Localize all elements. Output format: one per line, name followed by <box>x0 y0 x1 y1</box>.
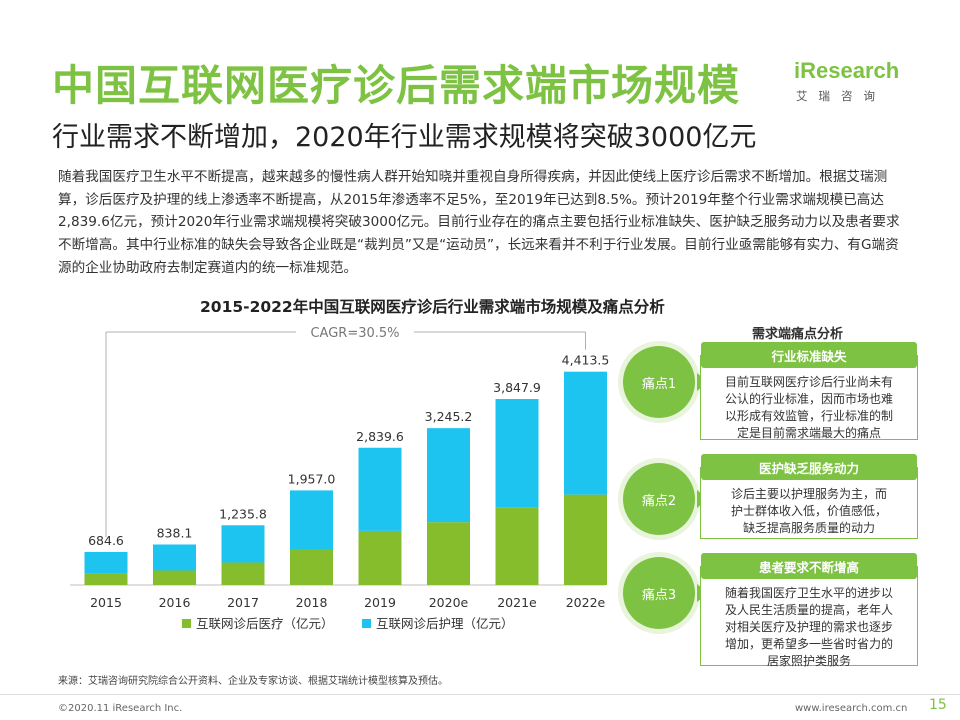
pain-point-1-bubble: 痛点1 <box>623 346 695 418</box>
bar-segment-nursing <box>221 525 265 563</box>
pain-point-1-bubble-label: 痛点1 <box>641 376 677 392</box>
x-tick-label: 2022e <box>566 595 606 610</box>
x-tick-label: 2021e <box>497 595 537 610</box>
bar-total-label: 3,847.9 <box>493 380 541 395</box>
pain-point-2-line: 缺乏提高服务质量的动力 <box>742 521 875 535</box>
pain-point-3-line: 随着我国医疗卫生水平的进步以 <box>724 586 893 600</box>
pain-point-3-bubble: 痛点3 <box>623 557 695 629</box>
bar-segment-medical <box>290 549 333 585</box>
pain-point-2-line: 诊后主要以护理服务为主，而 <box>730 487 887 501</box>
pain-point-2-line: 护士群体收入低，价值感低， <box>730 504 887 518</box>
bar-total-label: 3,245.2 <box>425 409 473 424</box>
bar-segment-nursing <box>564 371 607 495</box>
bar-segment-medical <box>427 522 470 585</box>
page-number: 15 <box>929 697 947 713</box>
bar-segment-medical <box>153 570 196 585</box>
bar-segment-medical <box>221 562 265 585</box>
pain-point-3-line: 居家照护类服务 <box>766 654 851 668</box>
pain-point-2-title: 医护缺乏服务动力 <box>701 454 917 480</box>
bar-segment-medical <box>564 494 607 585</box>
x-tick-label: 2015 <box>90 595 122 610</box>
x-tick-label: 2016 <box>159 595 191 610</box>
bar-segment-nursing <box>495 399 539 508</box>
pain-point-3-title: 患者要求不断增高 <box>701 553 917 579</box>
legend-label-medical: 互联网诊后医疗（亿元） <box>196 616 334 631</box>
page-subtitle: 行业需求不断增加，2020年行业需求规模将突破3000亿元 <box>52 122 757 153</box>
copyright-text: ©2020.11 iResearch Inc. <box>58 703 183 714</box>
bars-layer <box>70 371 607 586</box>
logo-wordmark: iResearch <box>794 58 900 83</box>
pain-point-1-line: 目前互联网医疗诊后行业尚未有 <box>724 375 893 389</box>
pain-point-1-line: 以形成有效监管，行业标准的制 <box>724 409 893 423</box>
bar-segment-nursing <box>358 447 402 531</box>
x-tick-label: 2017 <box>227 595 259 610</box>
pain-point-3-card: 患者要求不断增高 随着我国医疗卫生水平的进步以 及人民生活质量的提高，老年人 对… <box>700 553 918 668</box>
chart-legend: 互联网诊后医疗（亿元） 互联网诊后护理（亿元） <box>182 616 514 631</box>
pain-point-header: 需求端痛点分析 <box>752 327 844 342</box>
bar-segment-medical <box>84 573 128 585</box>
bar-total-label: 4,413.5 <box>562 353 610 368</box>
pain-point-3-line: 增加，更希望多一些省时省力的 <box>724 637 893 651</box>
bar-total-label: 1,957.0 <box>288 471 336 486</box>
bar-segment-nursing <box>84 551 128 574</box>
pain-point-2-bubble: 痛点2 <box>623 463 695 535</box>
pain-point-2-body: 诊后主要以护理服务为主，而 护士群体收入低，价值感低， 缺乏提高服务质量的动力 <box>701 486 917 537</box>
legend-swatch-nursing <box>362 619 371 628</box>
bar-segment-nursing <box>290 490 333 550</box>
intro-paragraph: 随着我国医疗卫生水平不断提高，越来越多的慢性病人群开始知晓并重视自身所得疾病，并… <box>58 169 900 276</box>
x-tick-label: 2019 <box>364 595 396 610</box>
logo-cn-text: 艾瑞咨询 <box>796 89 886 103</box>
bar-total-label: 684.6 <box>88 533 124 548</box>
bar-segment-nursing <box>427 428 470 523</box>
cagr-annotation: CAGR=30.5% <box>105 326 586 537</box>
legend-label-nursing: 互联网诊后护理（亿元） <box>376 616 514 631</box>
source-note: 来源：艾瑞咨询研究院综合公开资料、企业及专家访谈、根据艾瑞统计模型核算及预估。 <box>58 676 448 687</box>
pain-point-3-body: 随着我国医疗卫生水平的进步以 及人民生活质量的提高，老年人 对相关医疗及护理的需… <box>701 585 917 670</box>
pain-point-2-card: 医护缺乏服务动力 诊后主要以护理服务为主，而 护士群体收入低，价值感低， 缺乏提… <box>700 454 918 539</box>
pain-point-3-line: 对相关医疗及护理的需求也逐步 <box>724 620 893 634</box>
pain-point-1-body: 目前互联网医疗诊后行业尚未有 公认的行业标准，因而市场也难 以形成有效监管，行业… <box>701 374 917 442</box>
chart-title: 2015-2022年中国互联网医疗诊后行业需求端市场规模及痛点分析 <box>200 298 665 316</box>
footer-divider <box>0 694 960 695</box>
pain-point-2-bubble-label: 痛点2 <box>641 493 677 509</box>
legend-swatch-medical <box>182 619 191 628</box>
x-tick-label: 2018 <box>296 595 328 610</box>
site-url[interactable]: www.iresearch.com.cn <box>795 703 908 714</box>
bar-total-label: 1,235.8 <box>219 506 267 521</box>
x-tick-label: 2020e <box>429 595 469 610</box>
pain-point-3-line: 及人民生活质量的提高，老年人 <box>724 603 893 617</box>
bar-segment-medical <box>495 507 539 585</box>
pain-point-1-line: 公认的行业标准，因而市场也难 <box>724 392 893 406</box>
bar-total-label: 838.1 <box>157 525 193 540</box>
market-size-chart: 684.6 2015 838.1 2016 1,235.8 2017 1,957.0 2018… <box>70 326 609 631</box>
labels-layer: 684.6 2015 838.1 2016 1,235.8 2017 1,957.0 2018… <box>88 353 609 610</box>
pain-point-3-bubble-label: 痛点3 <box>641 587 677 603</box>
pain-point-1-card: 行业标准缺失 目前互联网医疗诊后行业尚未有 公认的行业标准，因而市场也难 以形成… <box>700 342 918 442</box>
bar-segment-nursing <box>153 544 196 571</box>
pain-point-1-title: 行业标准缺失 <box>701 342 917 368</box>
iresearch-logo: iResearch 艾瑞咨询 <box>794 58 914 110</box>
bar-total-label: 2,839.6 <box>356 429 404 444</box>
bar-segment-medical <box>358 530 402 585</box>
pain-point-1-line: 定是目前需求端最大的痛点 <box>736 426 881 440</box>
cagr-label: CAGR=30.5% <box>310 326 399 341</box>
page-title: 中国互联网医疗诊后需求端市场规模 <box>52 61 741 110</box>
